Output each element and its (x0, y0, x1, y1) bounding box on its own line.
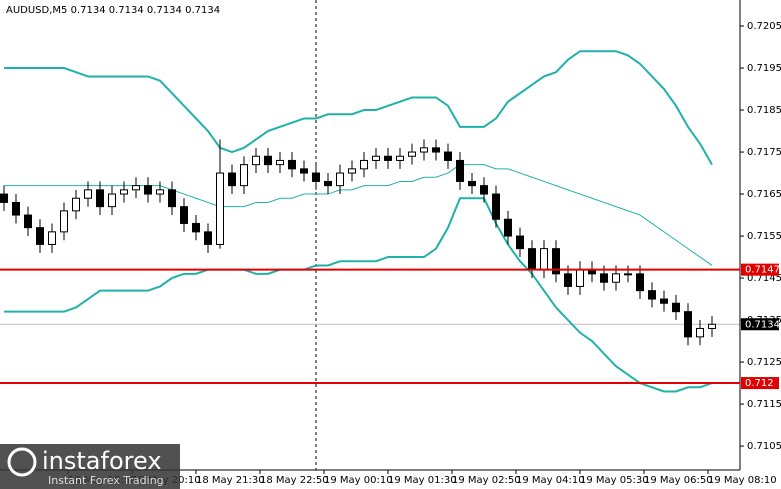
candle-body (504, 218, 512, 237)
candle-body (672, 302, 680, 313)
candle-body (72, 197, 80, 212)
candle-body (0, 193, 8, 203)
candle-body (300, 168, 308, 174)
candle-body (552, 248, 560, 275)
candle-body (24, 214, 32, 229)
candle-body (120, 189, 128, 195)
y-tick-label: 0.7175 (747, 147, 781, 158)
candle-body (660, 298, 668, 304)
candle-body (180, 206, 188, 224)
candle-body (468, 180, 476, 187)
candle-body (228, 172, 236, 187)
y-tick-label: 0.7195 (747, 63, 781, 74)
candle-body (708, 323, 716, 329)
candle-body (48, 231, 56, 245)
watermark: instaforex Instant Forex Trading (0, 444, 180, 489)
x-tick-label: 18 May 21:30 (196, 475, 265, 486)
x-tick-label: 19 May 01:30 (388, 475, 457, 486)
candle-body (288, 159, 296, 170)
candle-body (336, 172, 344, 187)
y-tick-label: 0.7155 (747, 231, 781, 242)
candle-body (36, 227, 44, 245)
candle-body (684, 311, 692, 338)
y-tick-label: 0.7115 (747, 399, 781, 410)
x-tick-label: 19 May 06:50 (644, 475, 713, 486)
last-price-box (741, 318, 779, 331)
candle-body (564, 273, 572, 287)
candle-body (612, 273, 620, 283)
candle-body (408, 151, 416, 157)
candle-body (84, 189, 92, 199)
overlay: 0.7147 0.712 0.7134 (0, 263, 780, 390)
candle-body (516, 235, 524, 250)
candle-body (168, 189, 176, 208)
candle-body (312, 172, 320, 182)
candle-body (528, 248, 536, 271)
candle-body (144, 185, 152, 195)
y-tick-label: 0.7185 (747, 105, 781, 116)
candle-body (372, 155, 380, 161)
x-tick-label: 19 May 05:30 (580, 475, 649, 486)
candle-body (96, 189, 104, 208)
candle-body (216, 172, 224, 245)
candle-body (456, 159, 464, 182)
watermark-logo (7, 447, 37, 477)
y-tick-label: 0.7105 (747, 441, 781, 452)
candle-body (636, 273, 644, 292)
candle-body (540, 248, 548, 271)
candle-body (324, 180, 332, 187)
candle-body (624, 273, 632, 276)
bollinger-band (4, 197, 713, 393)
candle-body (132, 185, 140, 191)
x-tick-label: 18 May 22:50 (260, 475, 329, 486)
last-price-label: 0.7134 (745, 319, 780, 330)
candle-body (60, 210, 68, 233)
x-tick-label: 19 May 08:10 (708, 475, 777, 486)
candle-body (444, 151, 452, 161)
candle-body (360, 159, 368, 170)
y-tick-label: 0.7145 (747, 273, 781, 284)
candle-body (396, 155, 404, 161)
candle-body (480, 185, 488, 195)
level-label: 0.712 (745, 378, 774, 389)
candle-body (276, 159, 284, 166)
candle-body (12, 201, 20, 216)
candle-body (384, 155, 392, 161)
candle-body (156, 189, 164, 195)
candle-body (420, 147, 428, 153)
candle-body (600, 273, 608, 283)
candle-body (576, 269, 584, 287)
candle-body (240, 164, 248, 187)
x-tick-label: 19 May 04:10 (516, 475, 585, 486)
candle-body (648, 290, 656, 300)
candle-body (108, 193, 116, 208)
level-label-box (741, 263, 779, 276)
candle-body (432, 147, 440, 153)
candle-body (264, 155, 272, 166)
chart-title: AUDUSD,M5 0.7134 0.7134 0.7134 0.7134 (6, 5, 220, 16)
candle-body (192, 222, 200, 233)
bollinger-band (4, 50, 713, 166)
level-label: 0.7147 (745, 265, 780, 276)
watermark-tagline: Instant Forex Trading (48, 474, 164, 487)
candle-body (252, 155, 260, 166)
y-tick-label: 0.7205 (747, 21, 781, 32)
y-tick-label: 0.7125 (747, 357, 781, 368)
y-tick-label: 0.7165 (747, 189, 781, 200)
candle-body (204, 231, 212, 245)
candle-body (492, 193, 500, 220)
watermark-brand: instaforex (42, 447, 162, 475)
level-label-box (741, 377, 779, 390)
x-tick-label: 19 May 02:50 (452, 475, 521, 486)
x-tick-label: 19 May 00:10 (324, 475, 393, 486)
bollinger-band (4, 164, 713, 266)
candle-body (348, 168, 356, 174)
candle-body (696, 327, 704, 338)
